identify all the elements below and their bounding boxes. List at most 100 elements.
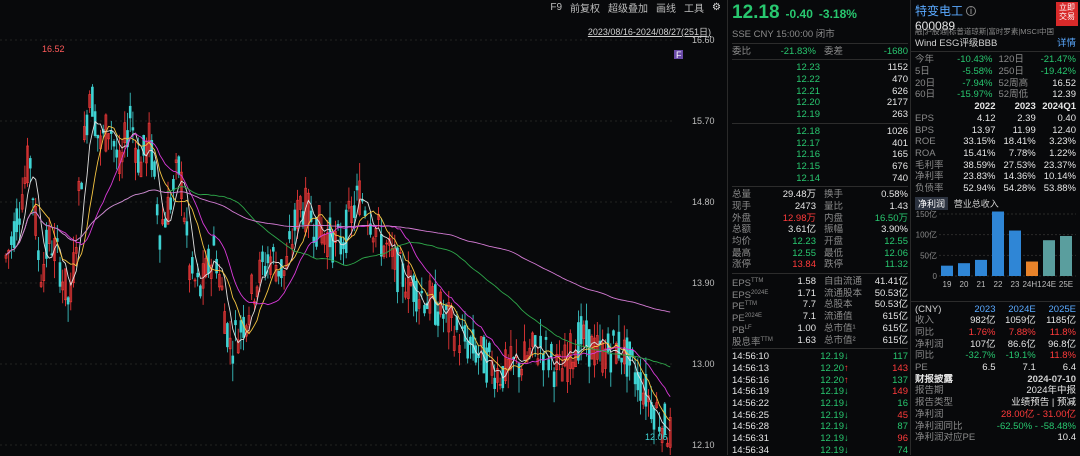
profit-bar xyxy=(1026,261,1038,276)
candle-body xyxy=(474,345,478,363)
tick-row: 14:56:25 12.19 ↓ 45 xyxy=(732,409,908,421)
candle-body xyxy=(420,290,424,294)
candle-body xyxy=(404,291,407,298)
candle-body xyxy=(20,194,24,210)
tick-row: 14:56:10 12.19 ↓ 117 xyxy=(732,351,908,363)
candle-body xyxy=(509,346,513,370)
arrow-down-icon: ↓ xyxy=(844,409,849,421)
toolbar-tools[interactable]: 工具 xyxy=(684,3,705,15)
candle-body xyxy=(215,258,218,274)
candle-body xyxy=(164,218,167,228)
candle-body xyxy=(547,359,551,371)
bid-row[interactable]: 12.15 676 xyxy=(796,160,908,172)
candle-body xyxy=(88,94,91,108)
forecast-row: 同比 1.76% 7.88% 11.8% xyxy=(915,327,1076,338)
candle-body xyxy=(487,342,491,353)
toolbar-adjust[interactable]: 前复权 xyxy=(570,3,601,15)
candle-body xyxy=(104,114,108,152)
candle-body xyxy=(193,279,197,282)
candle-body xyxy=(325,232,329,258)
candle-body xyxy=(115,149,118,158)
toolbar-overlay[interactable]: 超级叠加 xyxy=(608,3,649,15)
candle-body xyxy=(172,179,175,191)
candle-body xyxy=(531,332,534,347)
bid-row[interactable]: 12.16 165 xyxy=(796,149,908,161)
ask-row[interactable]: 12.22 470 xyxy=(796,74,908,86)
trade-now-button[interactable]: 立即 交易 xyxy=(1056,2,1078,26)
ask-row[interactable]: 12.23 1152 xyxy=(796,62,908,74)
tab-net-profit[interactable]: 净利润 xyxy=(915,196,949,210)
candle-body xyxy=(18,218,21,225)
info-icon[interactable]: i xyxy=(966,5,977,16)
candle-body xyxy=(53,238,56,262)
chart-toolbar: F9 前复权 超级叠加 画线 工具 ⚙ xyxy=(550,0,721,15)
bid-row[interactable]: 12.14 740 xyxy=(796,172,908,184)
candle-body xyxy=(258,259,262,284)
gear-icon[interactable]: ⚙ xyxy=(712,1,721,13)
toolbar-f9[interactable]: F9 xyxy=(550,1,563,13)
candle-body xyxy=(361,199,364,202)
stock-code: 600089 xyxy=(915,19,956,33)
perf-row: 5日 -5.58% 250日 -19.42% xyxy=(915,66,1076,78)
date-range[interactable]: 2023/08/16-2024/08/27(251日) xyxy=(587,27,711,37)
candle-body xyxy=(315,217,318,247)
candle-body xyxy=(134,147,137,163)
candle-body xyxy=(477,353,480,359)
valuation-row: EPS2024E 1.71 流通股本 50.53亿 xyxy=(732,287,908,300)
candle-body xyxy=(585,320,588,347)
candle-body xyxy=(666,442,669,447)
ask-row[interactable]: 12.19 263 xyxy=(796,109,908,121)
candle-body xyxy=(96,134,100,139)
candle-body xyxy=(120,152,124,163)
candle-body xyxy=(85,114,89,136)
valuation-row: PE2024E 7.1 流通值 615亿 xyxy=(732,311,908,323)
bid-row[interactable]: 12.17 401 xyxy=(796,137,908,149)
candle-body xyxy=(331,230,335,263)
candle-body xyxy=(498,384,502,386)
candle-body xyxy=(137,149,140,173)
candle-body xyxy=(363,210,367,216)
ask-row[interactable]: 12.20 2177 xyxy=(796,97,908,109)
stat-row: 最高 12.55 最低 12.06 xyxy=(732,247,908,259)
y-tick-label: 13.90 xyxy=(692,278,715,288)
candle-body xyxy=(493,377,497,389)
candle-body xyxy=(539,335,542,348)
candle-body xyxy=(382,245,386,257)
fundamentals-panel: 特变电工 i 600089 立即 交易 融|沪股通|标普道琼斯|富时罗素|MSCI… xyxy=(910,0,1080,455)
price-change: -0.40 xyxy=(785,7,813,21)
candle-body xyxy=(560,368,564,382)
candle-body xyxy=(352,205,356,218)
candle-body xyxy=(255,286,259,297)
ratio-row: 净利率 23.83% 14.36% 10.14% xyxy=(915,171,1076,183)
moving-average-line xyxy=(5,125,671,422)
esg-detail-link[interactable]: 详情 xyxy=(1056,37,1076,49)
candle-body xyxy=(660,428,664,444)
candle-body xyxy=(641,392,645,405)
perf-row: 20日 -7.94% 52周高 16.52 xyxy=(915,77,1076,89)
candle-body xyxy=(342,242,345,250)
toolbar-draw[interactable]: 画线 xyxy=(656,3,677,15)
candle-body xyxy=(633,372,637,385)
candle-body xyxy=(655,402,659,409)
stat-row: 涨停 13.84 跌停 11.32 xyxy=(732,259,908,271)
tab-revenue[interactable]: 营业总收入 xyxy=(953,198,999,209)
arrow-down-icon: ↓ xyxy=(844,351,849,363)
candle-body xyxy=(201,263,205,289)
stock-name[interactable]: 特变电工 xyxy=(915,4,964,18)
candle-body xyxy=(42,263,46,281)
ask-row[interactable]: 12.21 626 xyxy=(796,85,908,97)
tick-row: 14:56:19 12.19 ↓ 149 xyxy=(732,386,908,398)
candle-body xyxy=(147,122,151,151)
candle-body xyxy=(620,357,623,363)
candle-body xyxy=(185,221,189,236)
kline-chart-panel[interactable]: F9 前复权 超级叠加 画线 工具 ⚙ 2023/08/16-2024/08/2… xyxy=(0,0,728,455)
arrow-down-icon: ↓ xyxy=(844,433,849,444)
candle-body xyxy=(80,182,83,190)
bar-axis-tick: 150亿 xyxy=(916,210,937,219)
bid-row[interactable]: 12.18 1026 xyxy=(796,125,908,137)
candle-body xyxy=(442,313,445,319)
price-header: 12.18 -0.40 -3.18% xyxy=(732,0,908,27)
candle-body xyxy=(37,250,40,261)
profit-bar xyxy=(941,265,953,276)
report-row: 报告期 2024年中报 xyxy=(915,385,1076,397)
